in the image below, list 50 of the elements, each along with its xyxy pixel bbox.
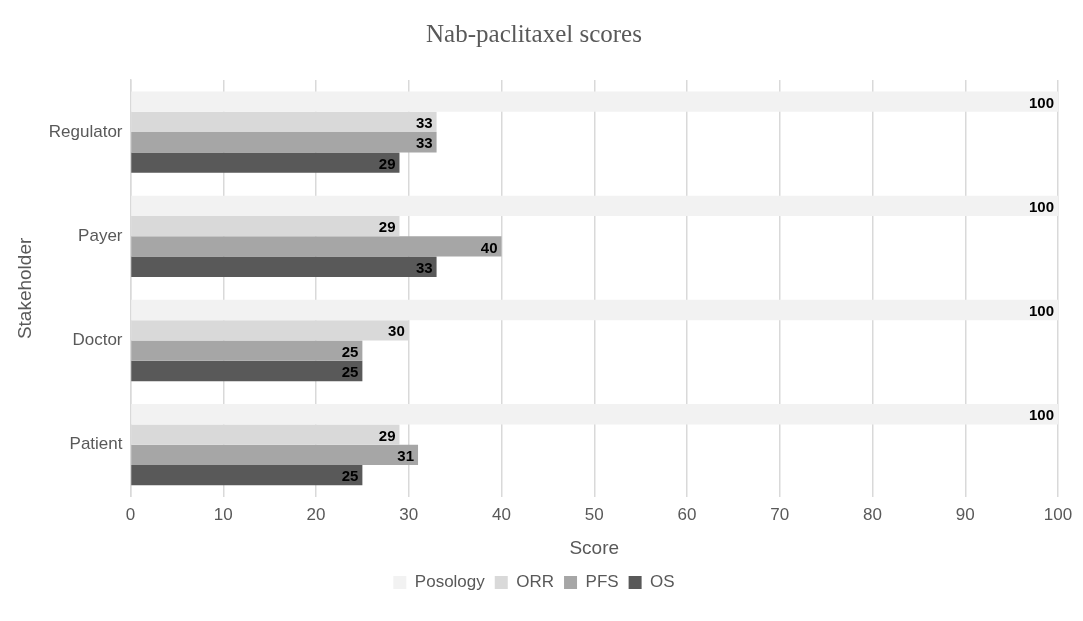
y-tick-label: Doctor	[72, 330, 123, 350]
bar	[131, 340, 363, 361]
bar	[131, 236, 502, 257]
legend-label: PFS	[585, 572, 619, 592]
bar	[131, 360, 363, 382]
data-label: 29	[378, 218, 396, 236]
data-label: 31	[397, 447, 415, 464]
y-axis-title: Stakeholder	[13, 237, 35, 340]
x-tick-label: 20	[306, 504, 326, 524]
chart-title: Nab-paclitaxel scores	[426, 19, 642, 47]
x-tick-label: 30	[399, 504, 419, 524]
data-label: 40	[480, 238, 498, 256]
x-axis-title: Score	[569, 536, 620, 558]
legend-label: Posology	[414, 572, 486, 592]
x-tick-label: 100	[1043, 504, 1073, 524]
data-label: 33	[415, 114, 433, 132]
x-tick-label: 80	[863, 504, 882, 524]
data-label: 100	[1028, 93, 1054, 111]
x-tick-label: 10	[213, 504, 233, 524]
bar	[131, 404, 1058, 425]
data-label: 33	[415, 134, 433, 152]
data-label: 100	[1028, 406, 1054, 424]
data-label: 30	[388, 322, 405, 340]
data-label: 100	[1028, 302, 1054, 320]
x-tick-label: 40	[492, 504, 511, 524]
y-tick-label: Regulator	[48, 121, 123, 141]
data-label: 25	[341, 467, 359, 485]
data-label: 25	[341, 363, 359, 381]
x-tick-label: 60	[677, 504, 697, 524]
data-label: 29	[378, 154, 396, 172]
x-tick-label: 50	[584, 504, 604, 524]
legend-label: OS	[650, 572, 675, 592]
data-label: 29	[378, 426, 396, 444]
x-tick-label: 70	[770, 504, 790, 524]
bar	[131, 465, 363, 486]
legend-label: ORR	[516, 572, 555, 592]
data-label: 33	[415, 258, 433, 276]
bar	[131, 299, 1058, 321]
bar	[131, 152, 400, 173]
y-tick-label: Payer	[78, 225, 123, 245]
bar	[131, 256, 437, 277]
bar	[131, 444, 419, 466]
bar	[131, 91, 1058, 112]
bar	[131, 195, 1058, 216]
x-tick-label: 0	[125, 504, 136, 524]
bar	[131, 132, 437, 153]
data-label: 100	[1028, 197, 1054, 215]
y-tick-label: Patient	[69, 434, 123, 454]
x-tick-label: 90	[955, 504, 975, 524]
data-label: 25	[341, 342, 359, 360]
